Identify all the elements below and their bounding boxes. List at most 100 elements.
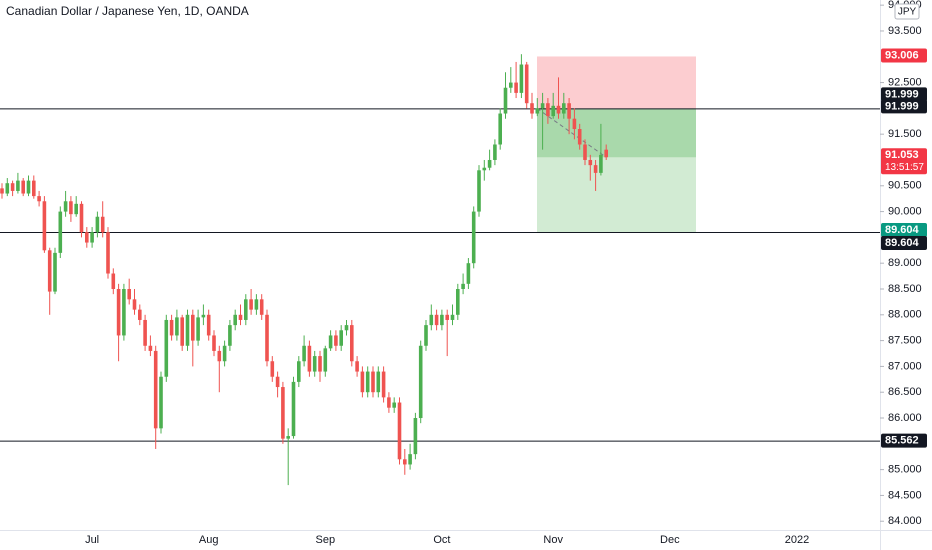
candle-body [265,314,269,362]
entry-label: 91.999 [885,88,919,100]
candle-body [132,299,137,310]
candle-body [403,459,407,465]
level-label: 85.562 [885,435,919,447]
candle-body [450,314,455,320]
candle-body [434,314,439,326]
candle-body [487,159,492,168]
stop-zone [537,56,696,109]
target-label-box [881,223,927,238]
candle-body [201,314,206,318]
candle-body [138,309,142,320]
countdown-label: 13:51:57 [885,162,924,173]
candle-body [509,82,513,88]
stop-label: 93.006 [885,49,919,61]
last-price-label: 91.053 [885,149,919,161]
candle-body [551,105,555,117]
candle-body [524,64,529,104]
candle-body [297,361,301,382]
candle-body [572,118,577,130]
target-label: 89.604 [885,224,920,236]
candle-body [498,113,502,145]
candle-body [562,103,566,114]
candle-body [122,288,126,336]
stop-label-box [881,48,927,63]
candle-body [222,345,227,362]
level-label: 91.999 [885,100,919,112]
candle-body [371,371,375,393]
candle-body [206,314,211,336]
candle-body [381,371,386,398]
target-zone [537,108,696,233]
candle-body [127,288,131,300]
candle-body [307,345,312,372]
candle-body [312,356,317,372]
candle-body [471,211,476,264]
candle-body [249,299,253,310]
y-tick-label: 86.500 [888,386,922,398]
y-tick-label: 90.500 [888,180,922,192]
candle-body [397,402,402,460]
candle-body [556,105,561,114]
candle-body [376,371,381,393]
candle-body [344,325,349,331]
candle-body [477,170,481,212]
candle-body [259,299,264,315]
y-tick-label: 88.500 [888,283,922,295]
candle-body [16,180,20,191]
candle-body [323,348,328,372]
candle-body [482,167,487,171]
x-tick-label: Oct [433,534,450,546]
candle-body [185,314,190,346]
y-tick-label: 86.000 [888,412,922,424]
candle-body [392,402,396,408]
candle-body [111,273,116,289]
candle-body [519,64,524,93]
candle-body [74,203,78,215]
x-tick-label: Dec [660,534,680,546]
candle-body [291,381,296,437]
candle-body [275,376,280,388]
y-tick-label: 90.000 [888,205,922,217]
x-tick-label: Sep [316,534,336,546]
entry-label-box [881,87,927,102]
candle-body [233,314,237,326]
y-tick-label: 92.500 [888,76,922,88]
y-tick-label: 85.000 [888,464,922,476]
x-tick-label: 2022 [785,534,809,546]
y-tick-label: 91.500 [888,128,922,140]
candle-body [212,335,216,351]
candle-body [196,317,200,341]
candle-body [191,314,195,341]
candle-body [244,299,248,320]
plot-area [0,54,880,486]
candle-body [387,397,391,408]
candle-body [217,350,222,362]
candle-body [493,144,497,160]
candle-body [100,216,105,233]
candle-body [281,387,285,439]
candle-body [148,345,153,351]
candle-body [503,87,508,114]
candle-body [143,319,147,346]
candle-body [604,149,608,158]
open-profit-zone [537,108,696,158]
candle-body [567,103,571,119]
candle-body [445,314,449,320]
candle-body [180,317,184,346]
candle-body [21,180,25,194]
level-label-box [881,433,927,448]
candle-body [540,103,545,109]
candle-body [440,314,444,326]
candle-body [53,252,57,292]
candle-body [429,314,434,326]
level-label-box [881,236,927,251]
candle-body [47,250,52,292]
y-tick-label: 93.500 [888,25,922,37]
candle-body [95,216,100,233]
candle-body [153,350,158,429]
candle-body [85,232,89,243]
y-tick-label: 88.000 [888,309,922,321]
candle-body [408,454,412,465]
